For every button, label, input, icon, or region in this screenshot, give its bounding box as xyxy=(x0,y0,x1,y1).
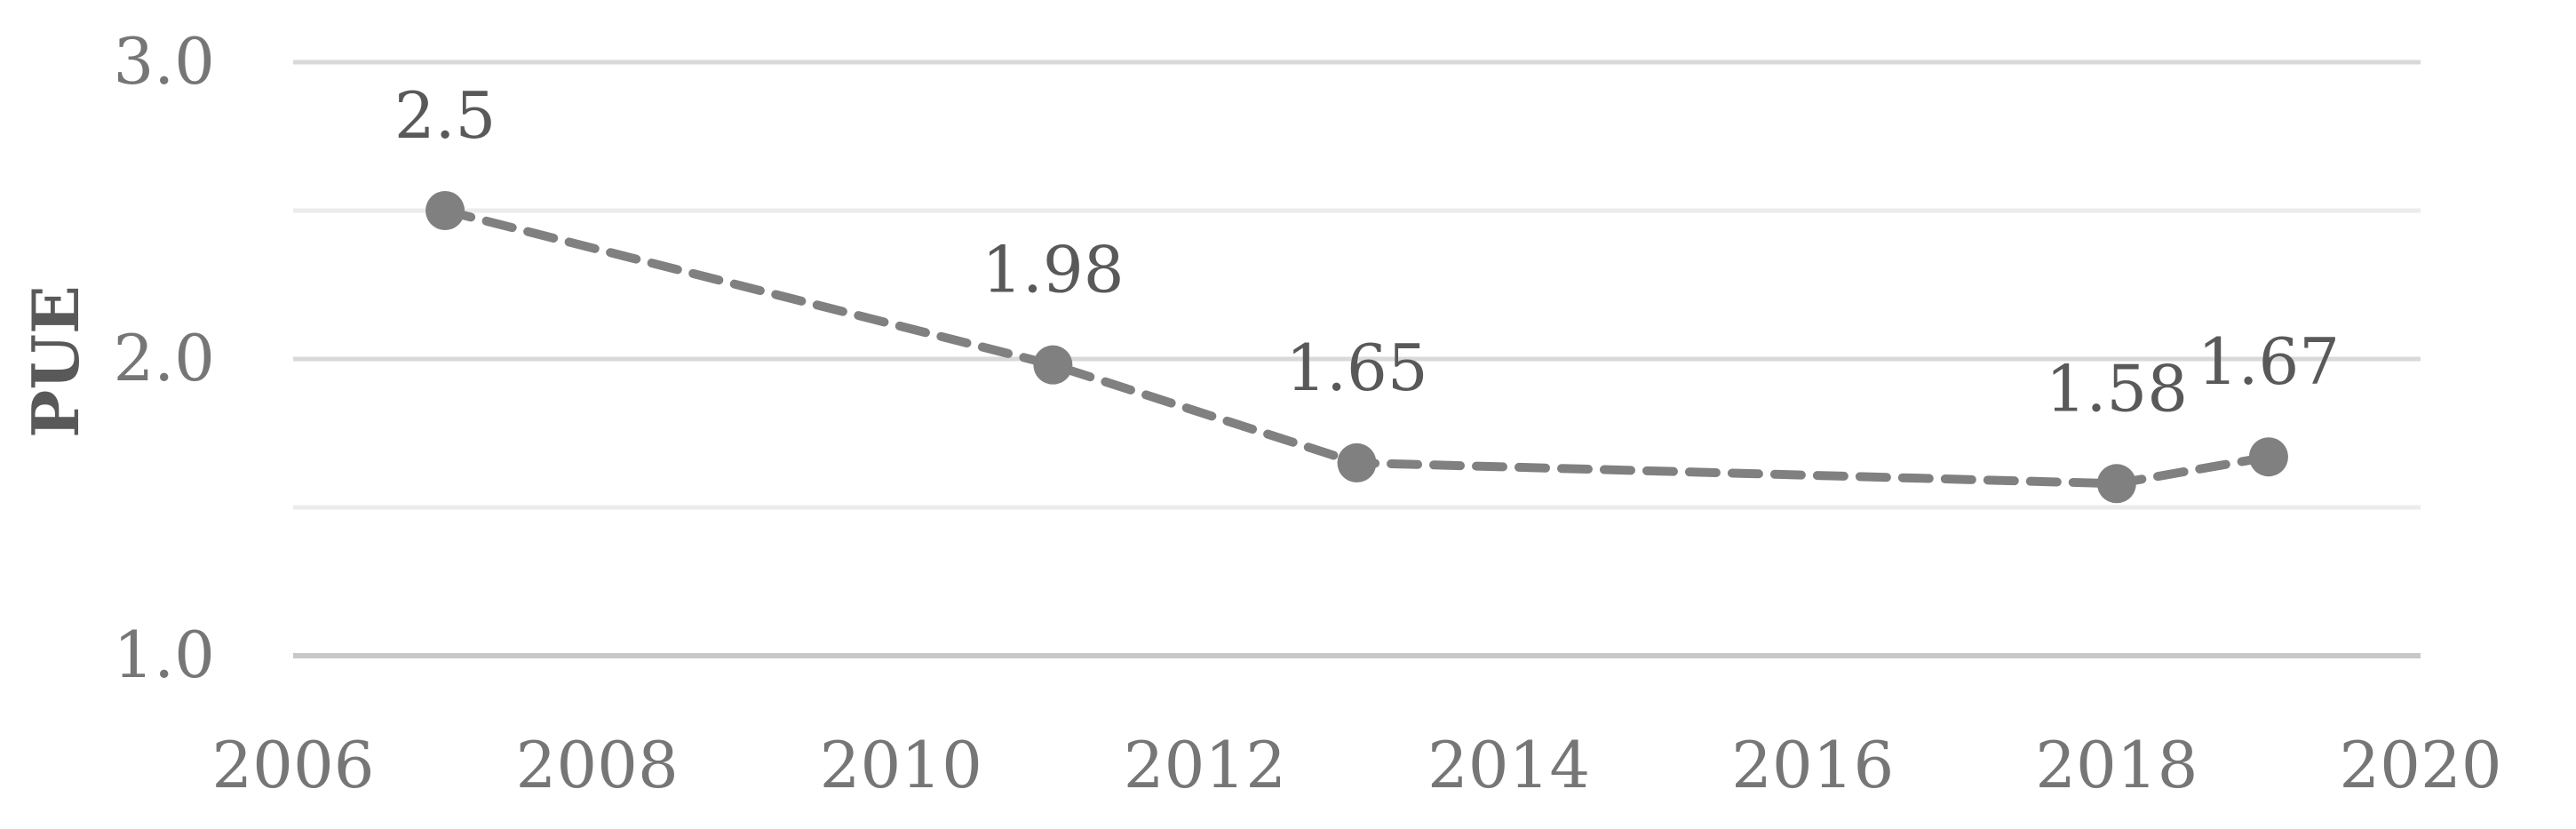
y-tick-label: 1.0 xyxy=(113,618,215,692)
data-label: 1.65 xyxy=(1285,331,1427,405)
data-label: 1.67 xyxy=(2198,324,2340,399)
data-point xyxy=(1337,442,1377,482)
data-point xyxy=(2248,437,2288,477)
data-label: 2.5 xyxy=(394,78,497,153)
series-markers xyxy=(425,191,2288,504)
y-axis-title: PUE xyxy=(18,285,93,438)
data-label: 1.98 xyxy=(982,233,1124,307)
x-tick-label: 2020 xyxy=(2339,728,2501,802)
x-tick-label: 2008 xyxy=(516,728,679,802)
data-point xyxy=(2096,464,2136,504)
x-tick-label: 2016 xyxy=(1731,728,1894,802)
gridlines xyxy=(293,60,2421,658)
data-point xyxy=(425,191,465,230)
y-tick-label: 3.0 xyxy=(113,24,215,99)
x-tick-label: 2012 xyxy=(1124,728,1286,802)
y-axis-tick-labels: 1.0 2.0 3.0 xyxy=(113,24,215,692)
x-tick-label: 2014 xyxy=(1427,728,1590,802)
x-tick-label: 2018 xyxy=(2035,728,2198,802)
data-labels: 2.5 1.98 1.65 1.58 1.67 xyxy=(394,78,2340,426)
x-tick-label: 2006 xyxy=(211,728,374,802)
x-tick-label: 2010 xyxy=(820,728,982,802)
data-point xyxy=(1033,345,1073,385)
data-label: 1.58 xyxy=(2046,351,2188,426)
x-axis-tick-labels: 2006 2008 2010 2012 2014 2016 2018 2020 xyxy=(211,728,2501,802)
y-tick-label: 2.0 xyxy=(113,321,215,395)
